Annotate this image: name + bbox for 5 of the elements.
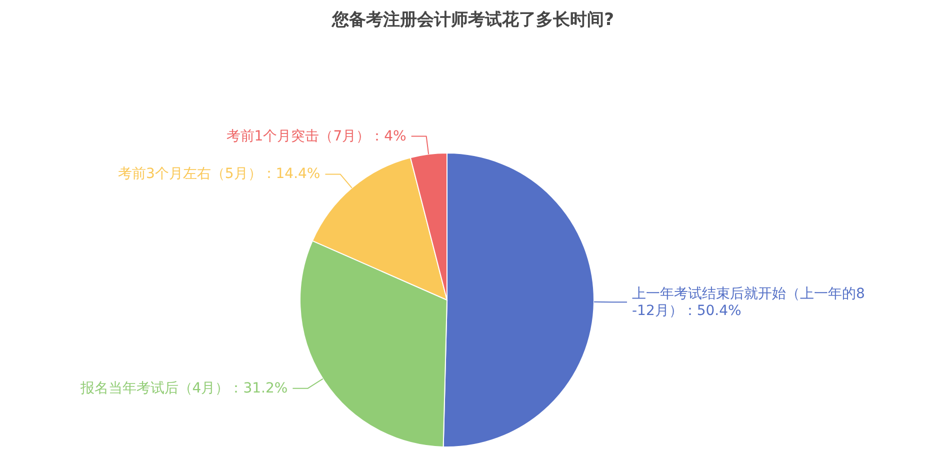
slice-label: 考前3个月左右（5月）：14.4% [118,166,320,182]
slice-label: 报名当年考试后（4月）：31.2% [79,380,288,396]
slice-label: 考前1个月突击（7月）：4% [226,128,406,144]
chart-title: 您备考注册会计师考试花了多长时间? [331,10,614,30]
slice-label: 上一年考试结束后就开始（上一年的8-12月）：50.4% [632,286,865,320]
